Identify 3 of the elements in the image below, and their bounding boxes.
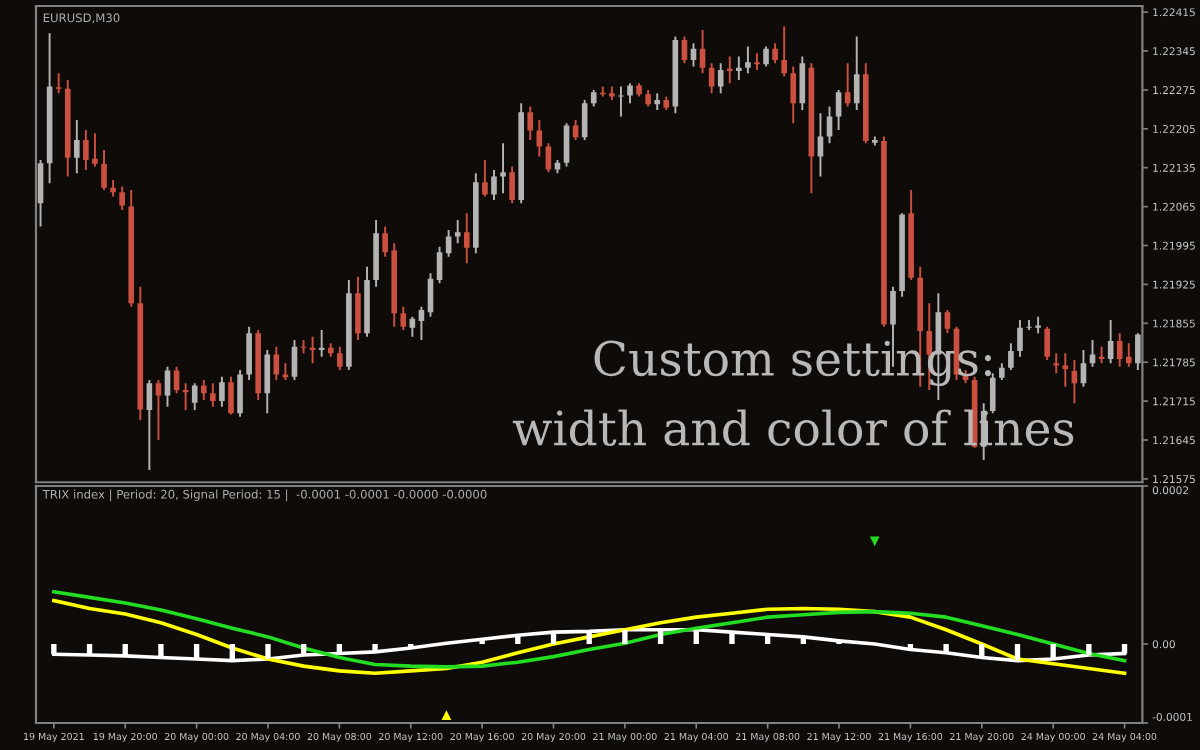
candlestick <box>618 85 624 118</box>
candlestick <box>1053 352 1060 375</box>
line-series <box>52 627 1127 663</box>
